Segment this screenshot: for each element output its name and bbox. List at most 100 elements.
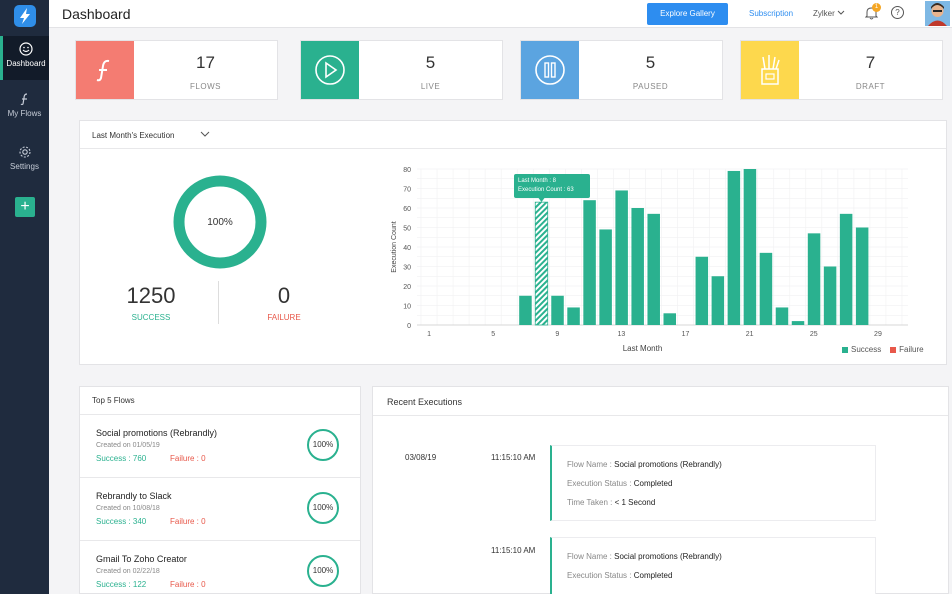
- sidebar-item-label: Dashboard: [6, 59, 46, 68]
- y-tick-label: 60: [403, 206, 411, 213]
- bar-success: [647, 213, 660, 325]
- y-tick-label: 20: [403, 284, 411, 291]
- bar-success: [631, 208, 644, 325]
- status-label: Execution Status :: [567, 571, 632, 580]
- flow-failure: Failure : 0: [170, 454, 206, 463]
- flow-success-ratio: 100%: [307, 429, 339, 461]
- bar-success: [583, 200, 596, 325]
- play-icon: [301, 41, 359, 99]
- execution-date: 03/08/19: [405, 453, 437, 462]
- flow-icon: [76, 41, 134, 99]
- execution-header: Last Month's Execution: [80, 121, 946, 149]
- time-taken-value: < 1 Second: [614, 498, 656, 507]
- tooltip-pointer: [538, 198, 545, 202]
- flow-name-value: Social promotions (Rebrandly): [614, 460, 722, 469]
- execution-panel: Last Month's Execution 100% 1250 SUCCESS…: [79, 120, 947, 365]
- failure-label: FAILURE: [267, 313, 301, 322]
- draft-card[interactable]: 7 DRAFT: [740, 40, 943, 100]
- help-icon[interactable]: ?: [891, 6, 904, 19]
- y-tick-label: 40: [403, 245, 411, 252]
- list-item[interactable]: Social promotions (Rebrandly) Created on…: [80, 414, 360, 476]
- x-tick-label: 13: [618, 331, 626, 338]
- execution-time: 11:15:10 AM: [491, 546, 536, 555]
- live-label: LIVE: [420, 82, 441, 91]
- zoho-flow-logo-icon[interactable]: [14, 5, 36, 27]
- user-name: Zylker: [813, 9, 835, 18]
- sidebar-item-label: Settings: [10, 162, 39, 171]
- x-tick-label: 5: [491, 331, 495, 338]
- flow-success-ratio: 100%: [307, 555, 339, 587]
- status-row: Execution Status : Completed: [567, 571, 672, 580]
- x-tick-label: 9: [555, 331, 559, 338]
- live-card[interactable]: 5 LIVE: [300, 40, 503, 100]
- flow-created: Created on 01/05/19: [96, 442, 160, 449]
- divider: [373, 415, 948, 416]
- flow-name-row: Flow Name : Social promotions (Rebrandly…: [567, 552, 722, 561]
- top-bar: Dashboard Explore Gallery Subscription Z…: [49, 0, 952, 28]
- explore-gallery-button[interactable]: Explore Gallery: [647, 3, 728, 25]
- x-tick-label: 25: [810, 331, 818, 338]
- y-tick-label: 80: [403, 167, 411, 174]
- time-taken-label: Time Taken :: [567, 498, 613, 507]
- donut-percent: 100%: [207, 217, 233, 228]
- legend-swatch-failure: [890, 346, 897, 353]
- legend-success: Success: [851, 345, 882, 354]
- flow-name-label: Flow Name :: [567, 460, 612, 469]
- bar-success: [807, 233, 821, 325]
- y-tick-label: 70: [403, 187, 411, 194]
- status-row: Execution Status : Completed: [567, 479, 672, 488]
- sidebar-item-settings[interactable]: Settings: [0, 145, 49, 181]
- pause-icon: [521, 41, 579, 99]
- paused-label: PAUSED: [632, 82, 669, 91]
- flow-success: Success : 760: [96, 454, 147, 463]
- y-tick-label: 0: [407, 323, 411, 330]
- bar-success: [727, 170, 741, 325]
- y-tick-label: 30: [403, 265, 411, 272]
- execution-period-select[interactable]: Last Month's Execution: [92, 131, 175, 140]
- x-axis-label: Last Month: [623, 344, 663, 353]
- flow-name[interactable]: Social promotions (Rebrandly): [96, 428, 218, 438]
- sidebar-item-dashboard[interactable]: Dashboard: [0, 36, 49, 80]
- recent-executions-panel: Recent Executions 03/08/19 11:15:10 AM F…: [372, 386, 949, 594]
- sidebar: Dashboard My Flows Settings +: [0, 0, 49, 594]
- flow-name-label: Flow Name :: [567, 552, 612, 561]
- y-axis-label: Execution Count: [391, 221, 398, 272]
- flow-name[interactable]: Gmail To Zoho Creator: [96, 554, 187, 564]
- execution-detail-card[interactable]: Flow Name : Social promotions (Rebrandly…: [550, 445, 876, 521]
- add-flow-button[interactable]: +: [15, 197, 35, 217]
- recent-executions-title: Recent Executions: [387, 397, 463, 407]
- notification-badge: 1: [872, 3, 881, 12]
- user-menu[interactable]: Zylker: [813, 9, 845, 18]
- paused-card[interactable]: 5 PAUSED: [520, 40, 723, 100]
- bar-success: [615, 190, 628, 325]
- tooltip-line-2: Execution Count : 63: [518, 187, 574, 193]
- bar-success: [534, 201, 549, 326]
- list-item[interactable]: Rebrandly to Slack Created on 10/08/18 S…: [80, 477, 360, 539]
- bar-success: [519, 295, 532, 325]
- bar-success: [567, 307, 580, 325]
- gear-icon: [18, 146, 31, 158]
- chevron-down-icon: [837, 10, 845, 15]
- bar-success: [695, 256, 709, 325]
- top-flows-title: Top 5 Flows: [92, 396, 135, 405]
- chart-legend: Success Failure: [842, 345, 924, 354]
- sidebar-item-label: My Flows: [7, 109, 42, 118]
- flow-name[interactable]: Rebrandly to Slack: [96, 491, 172, 501]
- list-item[interactable]: Gmail To Zoho Creator Created on 02/22/1…: [80, 540, 360, 594]
- chevron-down-icon[interactable]: [200, 131, 210, 138]
- subscription-link[interactable]: Subscription: [749, 9, 794, 18]
- execution-time: 11:15:10 AM: [491, 453, 536, 462]
- bar-success: [775, 307, 789, 325]
- flows-card[interactable]: 17 FLOWS: [75, 40, 278, 100]
- flow-success-ratio: 100%: [307, 492, 339, 524]
- status-value: Completed: [633, 571, 673, 580]
- flow-failure: Failure : 0: [170, 580, 206, 589]
- chart-tooltip: Last Month : 8 Execution Count : 63: [514, 174, 590, 198]
- execution-detail-card[interactable]: Flow Name : Social promotions (Rebrandly…: [550, 537, 876, 594]
- avatar[interactable]: [925, 1, 950, 26]
- sidebar-item-my-flows[interactable]: My Flows: [0, 92, 49, 128]
- bar-success: [711, 276, 725, 325]
- flow-failure: Failure : 0: [170, 517, 206, 526]
- top-flows-panel: Top 5 Flows Social promotions (Rebrandly…: [79, 386, 361, 594]
- draft-icon: [741, 41, 799, 99]
